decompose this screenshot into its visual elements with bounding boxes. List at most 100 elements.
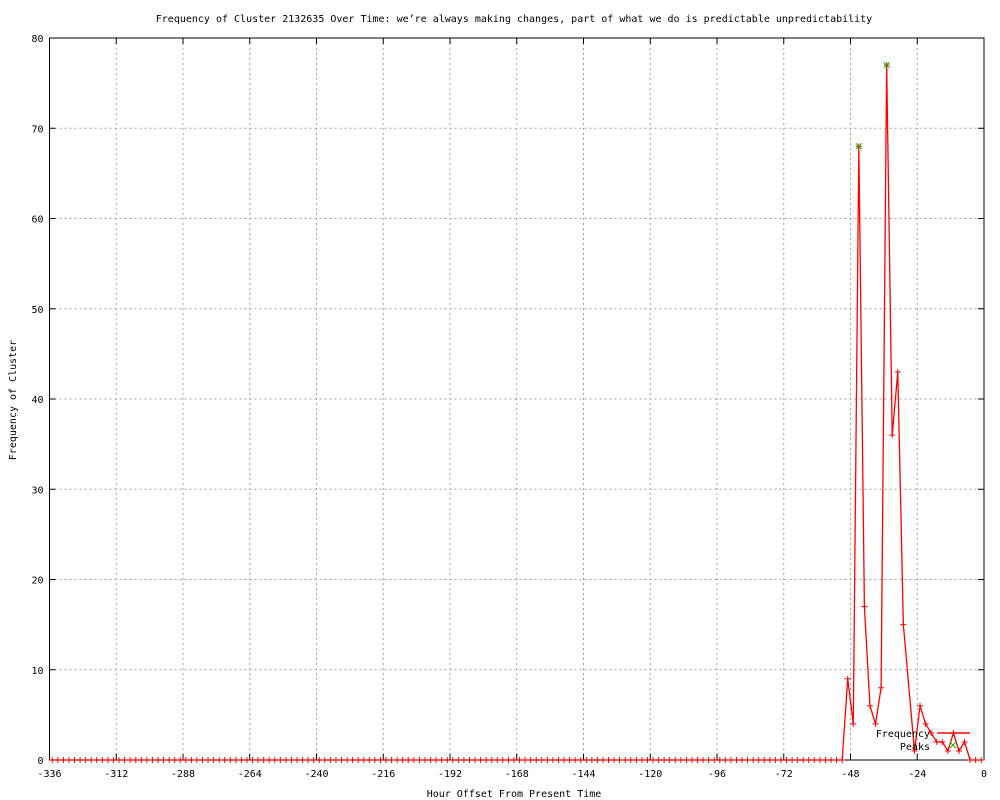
frequency-point: [572, 757, 579, 763]
frequency-point: [544, 757, 551, 763]
frequency-point: [672, 757, 679, 763]
frequency-point: [900, 621, 907, 628]
series-layer: [49, 61, 985, 763]
frequency-point: [561, 757, 568, 763]
frequency-point: [65, 757, 72, 763]
frequency-point: [622, 757, 629, 763]
frequency-point: [238, 757, 245, 763]
frequency-point: [466, 757, 473, 763]
frequency-point: [722, 757, 729, 763]
frequency-point: [294, 757, 301, 763]
x-tick-label: -312: [104, 769, 128, 780]
frequency-point: [844, 675, 851, 682]
frequency-point: [477, 757, 484, 763]
frequency-point: [828, 757, 835, 763]
frequency-point: [933, 738, 940, 745]
frequency-point: [305, 757, 312, 763]
frequency-point: [683, 757, 690, 763]
frequency-point: [522, 757, 529, 763]
x-tick-label: -96: [708, 769, 726, 780]
frequency-point: [399, 757, 406, 763]
frequency-point: [421, 757, 428, 763]
frequency-point: [71, 757, 78, 763]
frequency-point: [182, 757, 189, 763]
frequency-point: [249, 757, 256, 763]
frequency-point: [316, 757, 323, 763]
frequency-point: [638, 757, 645, 763]
frequency-point: [282, 757, 289, 763]
frequency-point: [277, 757, 284, 763]
frequency-point: [705, 757, 712, 763]
frequency-point: [655, 757, 662, 763]
frequency-point: [761, 757, 768, 763]
frequency-point: [427, 757, 434, 763]
frequency-point: [310, 757, 317, 763]
frequency-point: [944, 747, 951, 754]
x-tick-label: -240: [304, 769, 328, 780]
legend: Frequency Peaks: [876, 729, 970, 753]
grid: [49, 38, 984, 760]
x-tick-label: -288: [171, 769, 195, 780]
chart-title: Frequency of Cluster 2132635 Over Time: …: [156, 14, 872, 25]
frequency-point: [755, 757, 762, 763]
frequency-point: [800, 757, 807, 763]
x-tick-label: -120: [638, 769, 662, 780]
frequency-point: [177, 757, 184, 763]
frequency-point: [566, 757, 573, 763]
frequency-point: [88, 757, 95, 763]
frequency-point: [878, 684, 885, 691]
frequency-point: [677, 757, 684, 763]
frequency-point: [388, 757, 395, 763]
frequency-point: [377, 757, 384, 763]
frequency-point: [193, 757, 200, 763]
frequency-point: [488, 757, 495, 763]
x-tick-label: 0: [981, 769, 987, 780]
frequency-point: [494, 757, 501, 763]
frequency-point: [633, 757, 640, 763]
frequency-point: [922, 720, 929, 727]
frequency-point: [555, 757, 562, 763]
frequency-point: [232, 757, 239, 763]
frequency-point: [894, 368, 901, 375]
frequency-point: [410, 757, 417, 763]
frequency-point: [661, 757, 668, 763]
y-tick-label: 40: [31, 395, 43, 406]
frequency-point: [533, 757, 540, 763]
frequency-point: [455, 757, 462, 763]
frequency-point: [438, 757, 445, 763]
frequency-point: [644, 757, 651, 763]
axes: -336 -312 -288 -264 -240 -216 -192 -168 -144 -120…: [31, 34, 987, 780]
frequency-point: [132, 757, 139, 763]
frequency-point: [527, 757, 534, 763]
y-tick-label: 60: [31, 215, 43, 226]
frequency-point: [138, 757, 145, 763]
y-tick-label: 10: [31, 666, 43, 677]
frequency-point: [866, 702, 873, 709]
frequency-point: [154, 757, 161, 763]
frequency-point: [327, 757, 334, 763]
frequency-point: [688, 757, 695, 763]
frequency-point: [939, 738, 946, 745]
frequency-point: [744, 757, 751, 763]
frequency-point: [700, 757, 707, 763]
frequency-point: [972, 757, 979, 763]
frequency-point: [460, 757, 467, 763]
frequency-point: [739, 757, 746, 763]
y-axis-label: Frequency of Cluster: [8, 340, 19, 460]
frequency-point: [416, 757, 423, 763]
frequency-point: [872, 720, 879, 727]
frequency-point: [227, 757, 234, 763]
x-tick-label: -336: [37, 769, 61, 780]
frequency-point: [955, 747, 962, 754]
frequency-point: [288, 757, 295, 763]
frequency-point: [210, 757, 217, 763]
frequency-point: [216, 757, 223, 763]
frequency-point: [433, 757, 440, 763]
frequency-point: [911, 747, 918, 754]
frequency-point: [577, 757, 584, 763]
frequency-point: [338, 757, 345, 763]
frequency-point: [60, 757, 67, 763]
x-tick-label: -24: [908, 769, 926, 780]
frequency-point: [711, 757, 718, 763]
peak-point: [855, 142, 863, 150]
